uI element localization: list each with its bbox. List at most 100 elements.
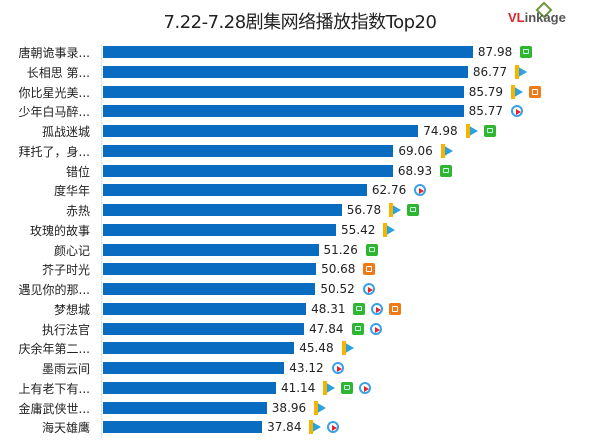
tencent-icon xyxy=(314,400,327,415)
value-label: 47.84 xyxy=(309,321,344,336)
value-label: 43.12 xyxy=(289,361,324,375)
value-label: 62.76 xyxy=(371,183,407,198)
value-label: 56.78 xyxy=(346,203,382,217)
bar-row: 唐朝诡事录... 87.98 xyxy=(0,43,600,61)
bar-row: 拜托了，身... 69.06 xyxy=(0,142,600,160)
bar-annotation: 45.48 xyxy=(299,339,354,357)
bar-annotation: 50.52 xyxy=(320,280,375,298)
bar-row: 颜心记 51.26 xyxy=(0,241,600,259)
bar xyxy=(103,65,468,78)
bar-annotation: 41.14 xyxy=(280,379,372,397)
bar-annotation: 47.84 xyxy=(309,320,382,338)
value-label: 85.79 xyxy=(468,84,504,99)
category-label: 唐朝诡事录... xyxy=(18,46,90,60)
value-label: 85.77 xyxy=(468,104,503,119)
tencent-icon xyxy=(309,420,322,435)
category-label: 长相思 第... xyxy=(26,65,90,80)
bar-annotation: 55.42 xyxy=(341,221,396,239)
mango-icon xyxy=(389,302,402,315)
bar xyxy=(103,204,342,216)
bar xyxy=(103,223,337,236)
tencent-icon xyxy=(341,341,354,356)
category-label: 玫瑰的故事 xyxy=(29,223,90,238)
bar xyxy=(103,322,305,335)
bar xyxy=(103,144,394,157)
tencent-icon xyxy=(383,222,396,237)
category-label: 颜心记 xyxy=(53,243,90,258)
value-label: 86.77 xyxy=(472,64,508,79)
bar-annotation: 68.93 xyxy=(397,162,453,180)
value-label: 87.98 xyxy=(477,45,513,59)
bar-row: 执行法官 47.84 xyxy=(0,320,600,338)
category-label: 海天雄鹰 xyxy=(41,421,90,436)
bar-row: 金庸武侠世... 38.96 xyxy=(0,399,600,417)
category-label: 芥子时光 xyxy=(41,263,90,278)
bar xyxy=(103,283,316,295)
bar-row: 少年白马醉... 85.77 xyxy=(0,102,600,120)
category-label: 度华年 xyxy=(53,184,90,199)
bar xyxy=(103,401,267,414)
value-label: 45.48 xyxy=(299,341,334,356)
bar-row: 上有老下有... 41.14 xyxy=(0,379,600,397)
tencent-icon xyxy=(465,124,478,138)
bar-row: 长相思 第... 86.77 xyxy=(0,63,600,81)
bar-row: 海天雄鹰 37.84 xyxy=(0,418,600,436)
category-label: 赤热 xyxy=(65,204,90,218)
bar-annotation: 86.77 xyxy=(472,63,528,81)
youku-icon xyxy=(362,283,375,295)
youku-icon xyxy=(510,105,523,118)
mango-icon xyxy=(363,263,376,276)
bar-annotation: 51.26 xyxy=(324,241,378,259)
iqiyi-icon xyxy=(483,125,496,137)
value-label: 68.93 xyxy=(397,163,433,178)
iqiyi-icon xyxy=(353,302,366,315)
bar-row: 庆余年第二... 45.48 xyxy=(0,339,600,357)
iqiyi-icon xyxy=(407,204,420,216)
category-label: 孤战迷城 xyxy=(41,125,90,139)
tencent-icon xyxy=(440,143,453,158)
category-label: 庆余年第二... xyxy=(18,342,90,357)
category-label: 拜托了，身... xyxy=(18,144,90,159)
tencent-icon xyxy=(515,64,528,79)
tencent-icon xyxy=(323,380,336,395)
brand-logo: VLinkage xyxy=(508,10,566,25)
mango-icon xyxy=(529,85,542,98)
bar-annotation: 62.76 xyxy=(371,181,427,199)
bar-row: 你比星光美... 85.79 xyxy=(0,83,600,101)
bar xyxy=(103,184,367,197)
bar xyxy=(103,362,285,374)
category-label: 金庸武侠世... xyxy=(18,401,90,416)
value-label: 48.31 xyxy=(311,301,346,316)
bar-annotation: 43.12 xyxy=(289,359,344,377)
category-label: 墨雨云间 xyxy=(41,362,90,376)
bar-annotation: 85.77 xyxy=(469,102,523,120)
iqiyi-icon xyxy=(520,46,533,58)
bar-row: 孤战迷城 74.98 xyxy=(0,122,600,140)
category-label: 错位 xyxy=(65,164,90,179)
iqiyi-icon xyxy=(365,243,378,256)
bar-annotation: 56.78 xyxy=(346,201,420,219)
youku-icon xyxy=(359,381,372,394)
tencent-icon xyxy=(389,203,402,217)
bar-row: 玫瑰的故事 55.42 xyxy=(0,221,600,239)
category-label: 梦想城 xyxy=(53,302,90,317)
bar xyxy=(103,263,317,276)
value-label: 41.14 xyxy=(280,380,316,395)
value-label: 51.26 xyxy=(323,242,358,257)
value-label: 38.96 xyxy=(271,400,307,415)
iqiyi-icon xyxy=(440,164,453,177)
value-label: 55.42 xyxy=(341,222,376,237)
bar xyxy=(103,243,319,256)
iqiyi-icon xyxy=(351,322,364,335)
category-label: 上有老下有... xyxy=(18,381,90,396)
bar xyxy=(103,105,464,118)
value-label: 50.52 xyxy=(320,282,355,296)
chart-title: 7.22-7.28剧集网络播放指数Top20 xyxy=(163,12,437,33)
bar xyxy=(103,85,464,98)
youku-icon xyxy=(414,184,427,197)
bar-row: 度华年 62.76 xyxy=(0,181,600,199)
bar-annotation: 50.68 xyxy=(321,260,376,278)
youku-icon xyxy=(331,362,344,374)
bar-annotation: 69.06 xyxy=(398,142,453,160)
